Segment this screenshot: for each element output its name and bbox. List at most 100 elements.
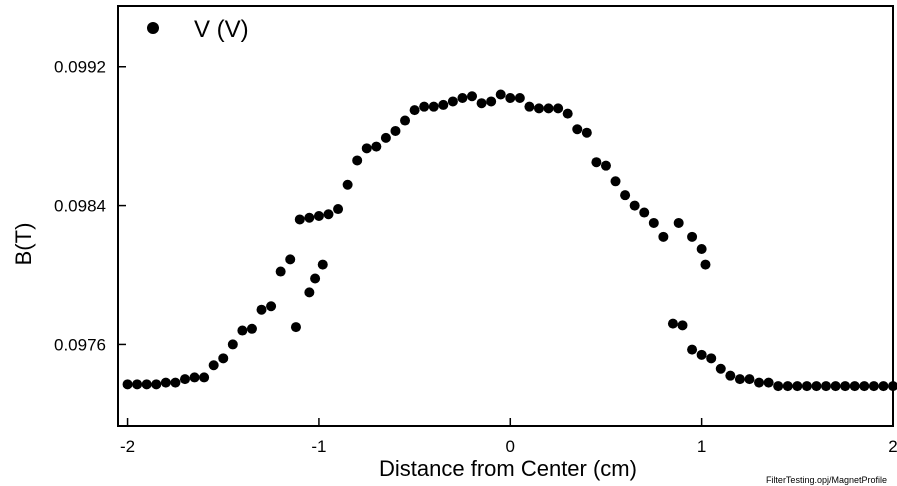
- data-point: [849, 381, 860, 392]
- y-tick-label: 0.0984: [54, 197, 106, 216]
- data-point: [352, 155, 363, 166]
- data-point: [859, 381, 870, 392]
- data-point: [275, 266, 286, 277]
- data-point: [237, 325, 248, 336]
- data-point: [629, 200, 640, 211]
- x-tick-label: -2: [120, 437, 135, 456]
- data-point: [132, 379, 143, 390]
- data-point: [744, 374, 755, 385]
- data-point: [600, 160, 611, 171]
- data-point: [208, 360, 219, 371]
- data-point: [310, 273, 321, 284]
- data-point: [763, 377, 774, 388]
- data-point: [380, 132, 391, 143]
- legend-marker: [147, 22, 159, 34]
- data-point: [658, 231, 669, 242]
- data-point: [673, 217, 684, 228]
- data-point: [639, 207, 650, 218]
- data-point: [648, 217, 659, 228]
- data-point: [696, 349, 707, 360]
- data-point: [285, 254, 296, 265]
- data-point: [620, 190, 631, 201]
- data-point: [179, 374, 190, 385]
- data-point: [715, 363, 726, 374]
- data-point: [400, 115, 411, 126]
- data-point: [700, 259, 711, 270]
- data-point: [878, 381, 889, 392]
- data-point: [428, 101, 439, 112]
- data-point: [199, 372, 210, 383]
- data-point: [486, 96, 497, 107]
- data-point: [543, 103, 554, 114]
- data-point: [227, 339, 238, 350]
- data-point: [333, 204, 344, 215]
- data-point: [725, 370, 736, 381]
- data-point: [610, 176, 621, 187]
- x-axis-label: Distance from Center (cm): [379, 456, 637, 481]
- data-point: [801, 381, 812, 392]
- data-point: [782, 381, 793, 392]
- data-point: [390, 125, 401, 136]
- data-point: [687, 344, 698, 355]
- data-point: [591, 157, 602, 168]
- data-point: [581, 127, 592, 138]
- data-point: [888, 381, 897, 392]
- data-point: [830, 381, 841, 392]
- data-point: [170, 377, 181, 388]
- data-point: [696, 243, 707, 254]
- data-point: [562, 108, 573, 119]
- data-points: [122, 89, 897, 392]
- data-point: [317, 259, 328, 270]
- data-point: [438, 99, 449, 110]
- data-point: [122, 379, 133, 390]
- data-point: [189, 372, 200, 383]
- data-point: [409, 105, 420, 116]
- data-point: [141, 379, 152, 390]
- data-point: [371, 141, 382, 152]
- axis-ticks: -2 -1 0 1 2 0.0976 0.0984 0.0992: [54, 58, 897, 456]
- data-point: [553, 103, 564, 114]
- legend-label: V (V): [194, 16, 249, 43]
- footnote: FilterTesting.opj/MagnetProfile: [766, 475, 887, 485]
- data-point: [342, 179, 353, 190]
- data-point: [677, 320, 688, 331]
- data-point: [419, 101, 430, 112]
- data-point: [246, 323, 257, 334]
- data-point: [160, 377, 171, 388]
- x-tick-label: -1: [311, 437, 326, 456]
- data-point: [256, 304, 267, 315]
- data-point: [361, 143, 372, 154]
- data-point: [687, 231, 698, 242]
- data-point: [868, 381, 879, 392]
- data-point: [447, 96, 458, 107]
- data-point: [667, 318, 678, 329]
- y-axis-label: B(T): [11, 223, 36, 266]
- data-point: [734, 374, 745, 385]
- data-point: [467, 91, 478, 102]
- data-point: [572, 124, 583, 135]
- data-point: [514, 92, 525, 103]
- data-point: [505, 92, 516, 103]
- data-point: [313, 211, 324, 221]
- y-tick-label: 0.0976: [54, 335, 106, 354]
- data-point: [304, 287, 315, 298]
- plot-area: [117, 5, 894, 427]
- data-point: [840, 381, 851, 392]
- x-tick-label: 0: [506, 437, 515, 456]
- y-tick-label: 0.0992: [54, 58, 106, 77]
- data-point: [773, 381, 784, 392]
- data-point: [754, 377, 765, 388]
- data-point: [706, 353, 717, 364]
- data-point: [533, 103, 544, 114]
- x-tick-label: 1: [697, 437, 706, 456]
- data-point: [524, 101, 535, 112]
- data-point: [792, 381, 803, 392]
- data-point: [323, 209, 334, 220]
- data-point: [476, 98, 487, 109]
- data-point: [266, 301, 277, 312]
- data-point: [151, 379, 162, 390]
- x-tick-label: 2: [888, 437, 897, 456]
- data-point: [304, 212, 315, 223]
- data-point: [457, 92, 468, 103]
